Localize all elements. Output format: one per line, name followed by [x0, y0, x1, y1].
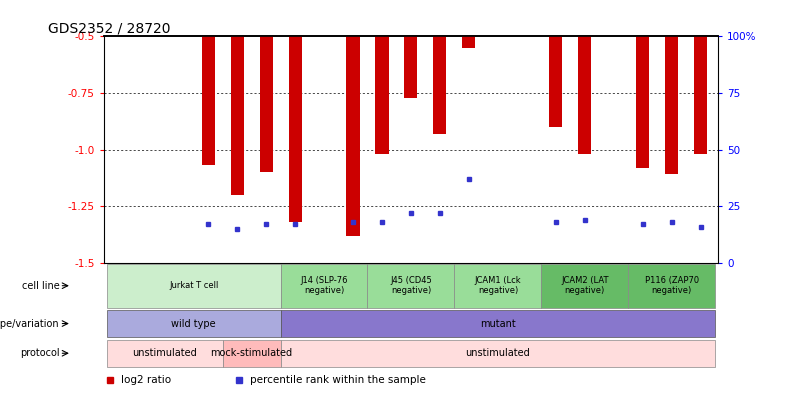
Bar — [405, 36, 417, 98]
Bar — [107, 310, 281, 337]
Bar — [454, 264, 541, 308]
Text: genotype/variation: genotype/variation — [0, 319, 60, 328]
Bar — [541, 264, 628, 308]
Bar — [259, 36, 273, 172]
Bar — [281, 264, 368, 308]
Bar — [433, 36, 446, 134]
Bar — [202, 36, 215, 165]
Text: cell line: cell line — [22, 281, 60, 291]
Bar — [346, 36, 360, 236]
Text: unstimulated: unstimulated — [132, 348, 197, 358]
Bar — [107, 340, 223, 367]
Text: mock-stimulated: mock-stimulated — [211, 348, 293, 358]
Bar — [666, 36, 678, 175]
Text: percentile rank within the sample: percentile rank within the sample — [250, 375, 426, 386]
Text: Jurkat T cell: Jurkat T cell — [169, 281, 219, 290]
Bar — [694, 36, 707, 154]
Bar — [376, 36, 389, 154]
Text: JCAM2 (LAT
negative): JCAM2 (LAT negative) — [561, 276, 609, 295]
Text: log2 ratio: log2 ratio — [121, 375, 171, 386]
Text: unstimulated: unstimulated — [465, 348, 531, 358]
Bar — [549, 36, 563, 127]
Bar — [462, 36, 476, 48]
Text: J14 (SLP-76
negative): J14 (SLP-76 negative) — [300, 276, 348, 295]
Bar — [628, 264, 715, 308]
Text: GDS2352 / 28720: GDS2352 / 28720 — [49, 21, 171, 35]
Bar — [231, 36, 243, 195]
Bar — [223, 340, 281, 367]
Bar — [281, 340, 715, 367]
Text: protocol: protocol — [20, 348, 60, 358]
Bar — [636, 36, 650, 168]
Text: wild type: wild type — [172, 319, 216, 328]
Bar — [368, 264, 454, 308]
Text: JCAM1 (Lck
negative): JCAM1 (Lck negative) — [475, 276, 521, 295]
Text: P116 (ZAP70
negative): P116 (ZAP70 negative) — [645, 276, 699, 295]
Bar — [579, 36, 591, 154]
Text: mutant: mutant — [480, 319, 516, 328]
Text: J45 (CD45
negative): J45 (CD45 negative) — [390, 276, 432, 295]
Bar — [107, 264, 281, 308]
Bar — [281, 310, 715, 337]
Bar — [289, 36, 302, 222]
